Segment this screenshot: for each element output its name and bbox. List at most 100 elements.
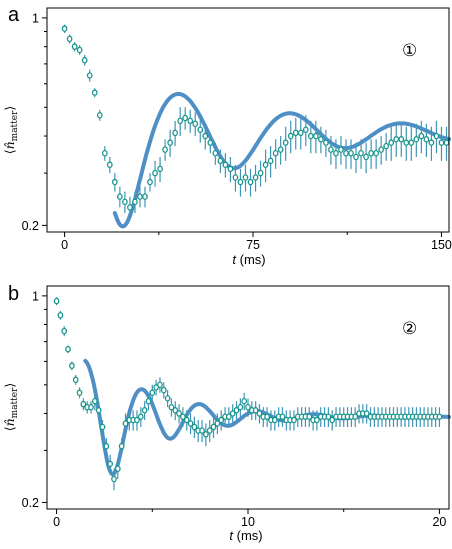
data-point [226, 413, 232, 420]
data-point [117, 193, 123, 200]
data-point [137, 413, 144, 420]
data-point [95, 407, 102, 414]
x-axis-unit: (ms) [233, 528, 263, 543]
data-point [368, 149, 374, 157]
y-axis-symbol: n̂ [2, 141, 17, 149]
axis-ticks: 0 10 20 0.2 1 [22, 289, 447, 529]
data-point [363, 410, 370, 417]
data-point [53, 297, 60, 305]
data-point [252, 407, 259, 414]
data-point [88, 403, 94, 411]
x-axis-label: t (ms) [232, 252, 265, 267]
data-point [127, 204, 133, 211]
data-point [76, 46, 83, 54]
data-point [142, 193, 148, 200]
data-point [72, 376, 79, 384]
data-point [438, 139, 445, 146]
x-tick-label: 20 [432, 515, 446, 529]
data-point [91, 89, 98, 96]
data-point [80, 400, 87, 408]
data-point [232, 174, 239, 181]
data-point [302, 126, 309, 133]
data-point [145, 397, 152, 405]
data-point [323, 139, 329, 146]
data-points [61, 25, 450, 211]
data-point [141, 407, 148, 414]
panel-letter: b [8, 283, 19, 305]
data-point [312, 132, 319, 140]
data-point [398, 136, 405, 143]
data-point [436, 413, 443, 420]
data-point [237, 403, 244, 411]
data-point [328, 146, 334, 153]
x-tick-label: 10 [241, 515, 255, 529]
x-tick-label: 75 [246, 238, 260, 252]
data-point [314, 416, 320, 424]
data-point [207, 139, 214, 146]
data-point [418, 132, 425, 140]
data-point [292, 129, 299, 137]
data-point [176, 410, 182, 417]
data-point [358, 149, 364, 157]
data-point [408, 139, 415, 146]
data-point [428, 139, 435, 146]
data-point [172, 407, 179, 414]
x-axis-variable: t [232, 252, 237, 267]
data-point [76, 389, 83, 397]
data-point [338, 146, 344, 153]
data-point [69, 362, 75, 370]
data-point [245, 403, 251, 411]
y-axis-label: ⟨n̂matter⟩ [2, 106, 20, 155]
panel-marker-label: ② [402, 319, 417, 339]
data-point [343, 149, 349, 157]
data-point [363, 153, 369, 161]
data-point [197, 126, 204, 133]
data-point [378, 146, 385, 153]
data-point [172, 129, 178, 137]
data-point [252, 174, 259, 181]
data-point [214, 420, 221, 427]
data-point [162, 146, 168, 153]
data-point [167, 139, 173, 146]
data-point [267, 157, 274, 165]
data-point [229, 410, 236, 417]
fit-curve [112, 92, 451, 229]
data-point [222, 161, 229, 169]
data-point [92, 397, 98, 405]
data-point [203, 431, 209, 438]
data-point [183, 416, 190, 424]
data-point [157, 165, 163, 173]
data-point [182, 114, 189, 122]
data-point [114, 465, 121, 472]
data-point [333, 149, 339, 157]
plot-frame [46, 285, 450, 510]
data-point [103, 442, 110, 450]
panel-letter: a [8, 4, 20, 26]
data-point [66, 35, 73, 43]
data-point [118, 442, 125, 450]
x-tick-label: 0 [61, 238, 68, 252]
data-point [257, 169, 264, 177]
data-point [152, 169, 158, 177]
data-point [242, 174, 249, 181]
data-point [132, 198, 138, 206]
data-point [256, 410, 263, 417]
data-point [279, 413, 286, 420]
data-point [180, 413, 186, 420]
data-point [199, 427, 205, 434]
data-point [262, 161, 269, 169]
data-point [160, 386, 167, 394]
data-point [373, 149, 379, 157]
data-point [329, 416, 336, 424]
data-point [282, 139, 289, 146]
data-point [122, 198, 128, 206]
panel-marker-label: ① [402, 41, 417, 61]
data-point [65, 345, 71, 353]
data-point [192, 120, 199, 128]
x-tick-label: 0 [53, 515, 60, 529]
axis-ticks: 0 75 150 0.2 1 [22, 11, 452, 252]
data-point [157, 381, 163, 389]
data-point [81, 57, 88, 64]
data-point [212, 149, 219, 157]
